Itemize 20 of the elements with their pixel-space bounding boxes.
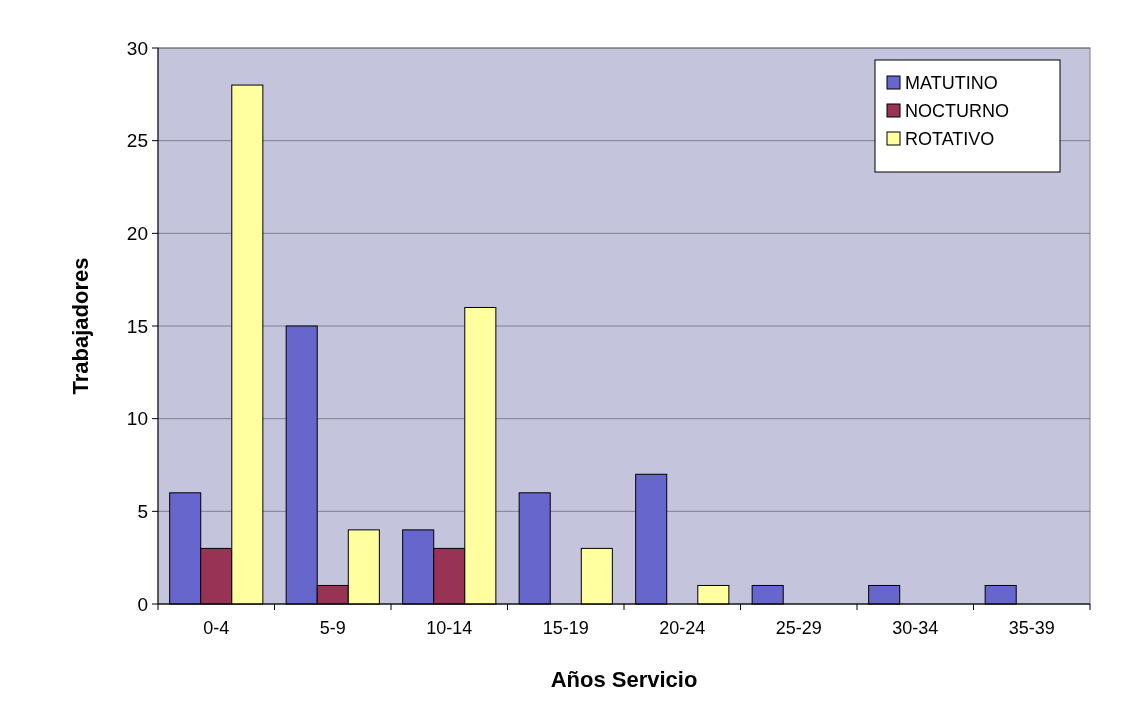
y-tick-label: 25 <box>126 130 148 152</box>
x-axis-title: Años Servicio <box>550 667 698 692</box>
y-tick-label: 0 <box>137 593 148 615</box>
legend-label: MATUTINO <box>905 73 998 94</box>
x-tick-label: 20-24 <box>659 618 706 638</box>
x-tick-label: 15-19 <box>542 618 589 638</box>
legend-label: ROTATIVO <box>905 129 995 150</box>
x-tick-label: 35-39 <box>1008 618 1055 638</box>
y-axis-title: Trabajadores <box>68 257 93 395</box>
y-tick-label: 15 <box>126 315 148 337</box>
y-tick-label: 30 <box>126 37 148 59</box>
x-tick-label: 0-4 <box>203 618 230 638</box>
y-tick-label: 5 <box>137 500 148 522</box>
x-tick-label: 10-14 <box>426 618 473 638</box>
x-tick-label: 30-34 <box>892 618 939 638</box>
y-tick-label: 20 <box>126 222 148 244</box>
legend-label: NOCTURNO <box>905 101 1009 122</box>
y-tick-label: 10 <box>126 408 148 430</box>
x-tick-label: 5-9 <box>319 618 346 638</box>
x-tick-label: 25-29 <box>775 618 822 638</box>
